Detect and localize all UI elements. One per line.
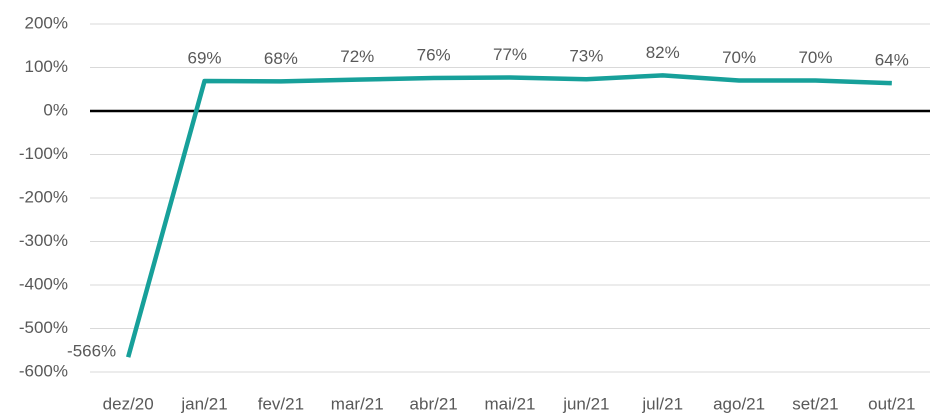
data-label: 82% [646,43,680,62]
y-tick-label: 0% [43,100,68,119]
x-tick-label: jul/21 [641,394,683,413]
x-tick-label: set/21 [792,394,838,413]
data-label: 70% [798,48,832,67]
line-series [126,73,892,358]
x-tick-label: jun/21 [562,394,609,413]
y-tick-label: -100% [19,144,68,163]
data-label: 73% [569,47,603,66]
data-label: 70% [722,48,756,67]
y-tick-label: 100% [25,57,68,76]
x-tick-label: abr/21 [410,394,458,413]
y-tick-label: -500% [19,318,68,337]
y-tick-label: -200% [19,187,68,206]
y-tick-label: 200% [25,13,68,32]
data-label: 64% [875,51,909,70]
data-label: 76% [417,45,451,64]
data-label: 72% [340,47,374,66]
x-tick-label: jan/21 [180,394,227,413]
x-tick-label: mai/21 [484,394,535,413]
data-label: 69% [188,48,222,67]
data-label: 77% [493,45,527,64]
x-tick-label: mar/21 [331,394,384,413]
data-label: 68% [264,49,298,68]
x-tick-label: out/21 [868,394,915,413]
data-label: -566% [67,342,116,361]
x-tick-label: dez/20 [103,394,154,413]
x-tick-label: ago/21 [713,394,765,413]
y-tick-label: -400% [19,274,68,293]
y-tick-label: -600% [19,361,68,380]
y-tick-label: -300% [19,231,68,250]
x-tick-label: fev/21 [258,394,304,413]
